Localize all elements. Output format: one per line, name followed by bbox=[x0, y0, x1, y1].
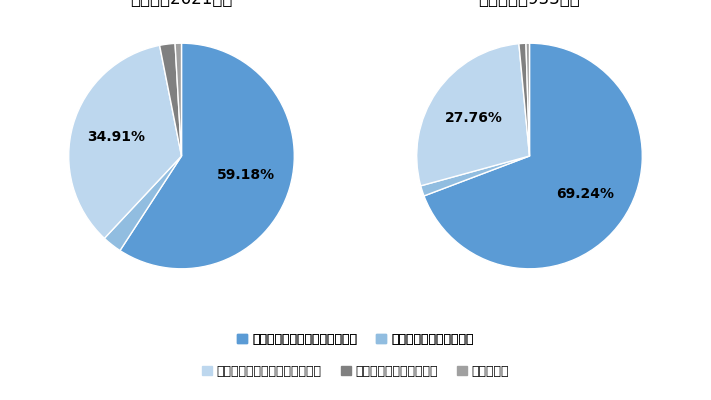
Wedge shape bbox=[421, 156, 530, 196]
Wedge shape bbox=[120, 43, 294, 269]
Wedge shape bbox=[526, 43, 530, 156]
Text: 59.18%: 59.18% bbox=[218, 168, 275, 182]
Legend: それほど負担にはなっていない, 全く負担になっていない, 分からない: それほど負担にはなっていない, 全く負担になっていない, 分からない bbox=[202, 365, 509, 378]
Wedge shape bbox=[519, 43, 530, 156]
Wedge shape bbox=[159, 43, 181, 156]
Wedge shape bbox=[175, 43, 181, 156]
Title: 福祉施設（933件）: 福祉施設（933件） bbox=[479, 0, 580, 8]
Text: 69.24%: 69.24% bbox=[556, 188, 614, 202]
Text: 34.91%: 34.91% bbox=[87, 130, 146, 144]
Wedge shape bbox=[69, 45, 181, 238]
Title: 全回答（2621件）: 全回答（2621件） bbox=[130, 0, 232, 8]
Wedge shape bbox=[417, 44, 530, 186]
Text: 27.76%: 27.76% bbox=[445, 110, 503, 124]
Wedge shape bbox=[424, 43, 642, 269]
Legend: 経営の大きな負担になっている, 経営の負担になっている: 経営の大きな負担になっている, 経営の負担になっている bbox=[237, 333, 474, 346]
Wedge shape bbox=[105, 156, 181, 250]
